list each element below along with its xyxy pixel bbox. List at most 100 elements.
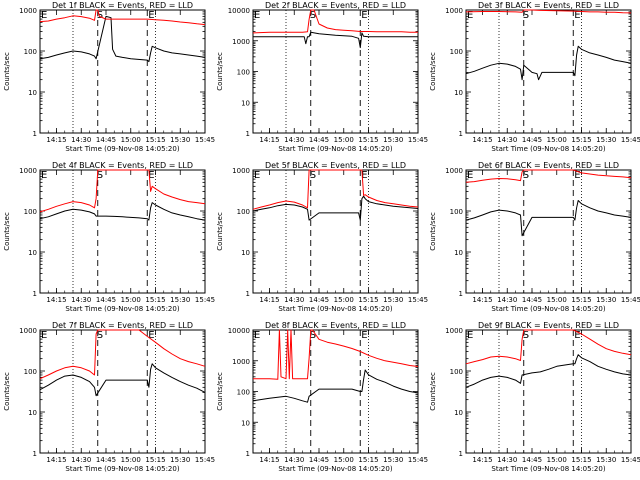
y-tick-label: 1 [246, 290, 250, 298]
x-tick-label: 15:30 [170, 456, 190, 464]
series-line-events [252, 369, 419, 403]
marker-label: E [148, 330, 154, 341]
y-axis-label: Counts/sec [3, 212, 11, 251]
series-line-lld [465, 169, 632, 183]
y-tick-label: 100 [237, 69, 250, 77]
x-tick-label: 15:45 [408, 296, 428, 304]
x-axis-label: Start Time (09-Nov-08 14:05:20) [278, 145, 392, 153]
marker-label: E [574, 10, 580, 21]
marker-label: E [148, 170, 154, 181]
y-tick-label: 1000 [232, 167, 250, 175]
x-axis-label: Start Time (09-Nov-08 14:05:20) [491, 145, 605, 153]
chart-title: Det 7f BLACK = Events, RED = LLD [52, 321, 193, 330]
series-line-events [465, 45, 632, 81]
y-tick-label: 10 [28, 89, 37, 97]
x-tick-label: 14:30 [71, 456, 91, 464]
y-axis-label: Counts/sec [3, 372, 11, 411]
x-tick-label: 14:15 [472, 136, 492, 144]
marker-label: E [254, 10, 260, 21]
chart-title: Det 4f BLACK = Events, RED = LLD [52, 161, 193, 170]
x-tick-label: 14:15 [46, 296, 66, 304]
x-tick-label: 14:15 [46, 136, 66, 144]
series-line-lld [252, 9, 418, 34]
y-tick-label: 10 [241, 249, 250, 257]
series-line-lld [39, 329, 206, 380]
x-tick-label: 15:45 [621, 296, 640, 304]
x-tick-label: 14:30 [284, 296, 304, 304]
x-tick-label: 15:15 [358, 136, 378, 144]
y-tick-label: 100 [237, 389, 250, 397]
y-axis-label: Counts/sec [216, 52, 224, 91]
x-tick-label: 14:45 [309, 456, 329, 464]
y-axis-label: Counts/sec [429, 52, 437, 91]
marker-label: E [41, 10, 47, 21]
chart-title: Det 6f BLACK = Events, RED = LLD [478, 161, 619, 170]
marker-label: S [523, 170, 529, 181]
y-tick-label: 10 [241, 419, 250, 427]
y-tick-label: 1 [33, 450, 37, 458]
x-tick-label: 15:45 [621, 136, 640, 144]
chart-panel-6: Det 6f BLACK = Events, RED = LLD 1 10 100 10… [429, 161, 640, 313]
x-tick-label: 14:15 [259, 456, 279, 464]
x-axis-label: Start Time (09-Nov-08 14:05:20) [491, 305, 605, 313]
marker-label: S [310, 170, 316, 181]
x-tick-label: 15:30 [596, 136, 616, 144]
plot-frame [39, 329, 206, 454]
y-tick-label: 100 [24, 368, 37, 376]
plot-frame [39, 169, 206, 294]
x-tick-label: 14:45 [96, 456, 116, 464]
marker-label: E [361, 330, 367, 341]
x-tick-label: 15:15 [358, 456, 378, 464]
marker-label: E [361, 10, 367, 21]
x-tick-label: 15:00 [121, 296, 141, 304]
chart-panel-8: Det 8f BLACK = Events, RED = LLD 1 10 100 10… [216, 321, 428, 473]
chart-title: Det 5f BLACK = Events, RED = LLD [265, 161, 406, 170]
x-tick-label: 15:00 [121, 456, 141, 464]
marker-label: E [254, 330, 260, 341]
x-tick-label: 15:00 [334, 136, 354, 144]
x-axis-label: Start Time (09-Nov-08 14:05:20) [278, 305, 392, 313]
y-tick-label: 1 [246, 130, 250, 138]
y-tick-label: 1000 [19, 327, 37, 335]
x-tick-label: 15:30 [170, 296, 190, 304]
chart-title: Det 9f BLACK = Events, RED = LLD [478, 321, 619, 330]
x-tick-label: 15:45 [408, 136, 428, 144]
y-tick-label: 1000 [445, 7, 463, 15]
y-axis-label: Counts/sec [429, 372, 437, 411]
y-axis-label: Counts/sec [216, 372, 224, 411]
y-tick-label: 100 [450, 208, 463, 216]
x-tick-label: 15:15 [145, 296, 165, 304]
y-tick-label: 10 [454, 409, 463, 417]
x-tick-label: 15:45 [408, 456, 428, 464]
x-tick-label: 14:30 [284, 136, 304, 144]
x-tick-label: 15:30 [383, 296, 403, 304]
y-tick-label: 100 [237, 208, 250, 216]
x-axis-label: Start Time (09-Nov-08 14:05:20) [65, 305, 179, 313]
x-tick-label: 14:30 [497, 296, 517, 304]
x-tick-label: 15:45 [195, 296, 215, 304]
marker-label: E [574, 170, 580, 181]
chart-title: Det 8f BLACK = Events, RED = LLD [265, 321, 406, 330]
plot-frame [465, 9, 632, 134]
y-tick-label: 10 [241, 99, 250, 107]
x-tick-label: 14:15 [259, 296, 279, 304]
y-tick-label: 100 [450, 368, 463, 376]
x-tick-label: 15:00 [547, 136, 567, 144]
y-tick-label: 1000 [19, 7, 37, 15]
series-line-lld [465, 9, 632, 14]
y-tick-label: 10000 [228, 327, 250, 335]
x-axis-label: Start Time (09-Nov-08 14:05:20) [65, 145, 179, 153]
marker-label: S [97, 10, 103, 21]
y-tick-label: 1 [459, 130, 463, 138]
y-tick-label: 1 [459, 290, 463, 298]
chart-panel-4: Det 4f BLACK = Events, RED = LLD 1 10 100 10… [3, 161, 215, 313]
series-line-lld [253, 329, 419, 380]
x-tick-label: 15:30 [383, 136, 403, 144]
y-axis-label: Counts/sec [216, 212, 224, 251]
y-tick-label: 1000 [19, 167, 37, 175]
x-tick-label: 15:00 [334, 456, 354, 464]
x-axis-label: Start Time (09-Nov-08 14:05:20) [491, 465, 605, 473]
x-tick-label: 15:15 [571, 456, 591, 464]
y-tick-label: 10 [28, 249, 37, 257]
